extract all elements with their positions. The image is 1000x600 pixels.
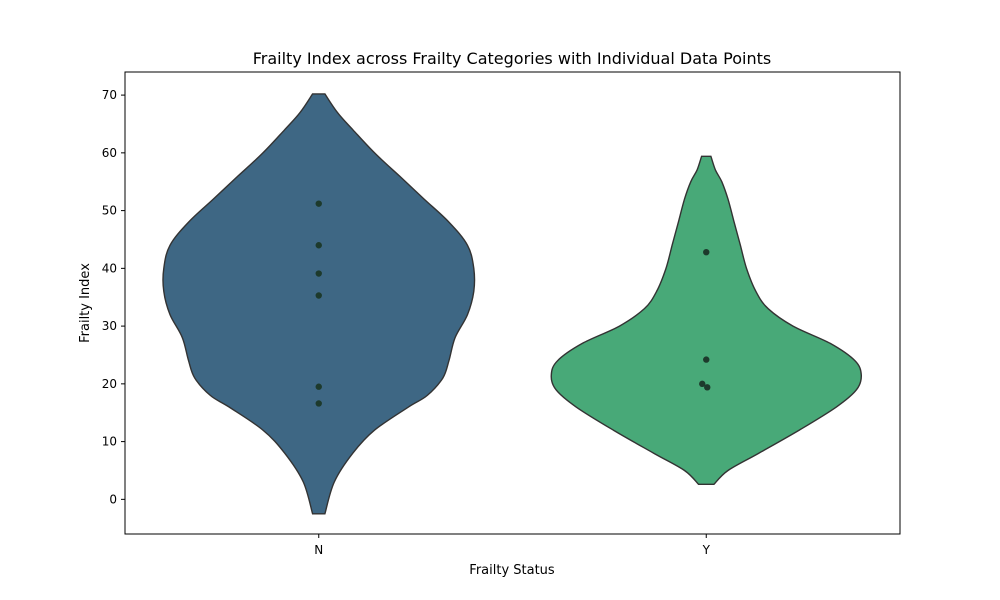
plot-area: [162, 93, 863, 515]
data-point-N: [315, 400, 322, 407]
violin-N: [162, 93, 476, 515]
violin-Y: [550, 155, 863, 485]
y-tick-label: 50: [102, 204, 117, 218]
y-tick-label: 30: [102, 319, 117, 333]
data-point-Y: [704, 384, 711, 391]
data-point-N: [315, 270, 322, 277]
x-axis-label: Frailty Status: [469, 563, 555, 578]
x-tick-label: N: [314, 543, 323, 557]
y-axis-label: Frailty Index: [78, 263, 93, 343]
y-tick-label: 20: [102, 377, 117, 391]
data-point-N: [315, 242, 322, 249]
y-axis: 0 10 20 30 40 50 60 70: [102, 88, 125, 506]
y-tick-label: 10: [102, 435, 117, 449]
data-point-Y: [703, 248, 710, 256]
y-tick-label: 0: [109, 492, 117, 506]
x-tick-label: Y: [702, 543, 711, 557]
y-tick-label: 60: [102, 146, 117, 160]
axes-frame: [124, 71, 901, 535]
chart-title: Frailty Index across Frailty Categories …: [253, 49, 772, 68]
data-point-N: [315, 200, 322, 207]
y-tick-label: 70: [102, 88, 117, 102]
y-tick-label: 40: [102, 261, 117, 275]
data-point-Y: [699, 380, 706, 388]
data-point-Y: [703, 356, 710, 363]
data-point-N: [315, 383, 322, 390]
data-point-N: [315, 292, 322, 299]
